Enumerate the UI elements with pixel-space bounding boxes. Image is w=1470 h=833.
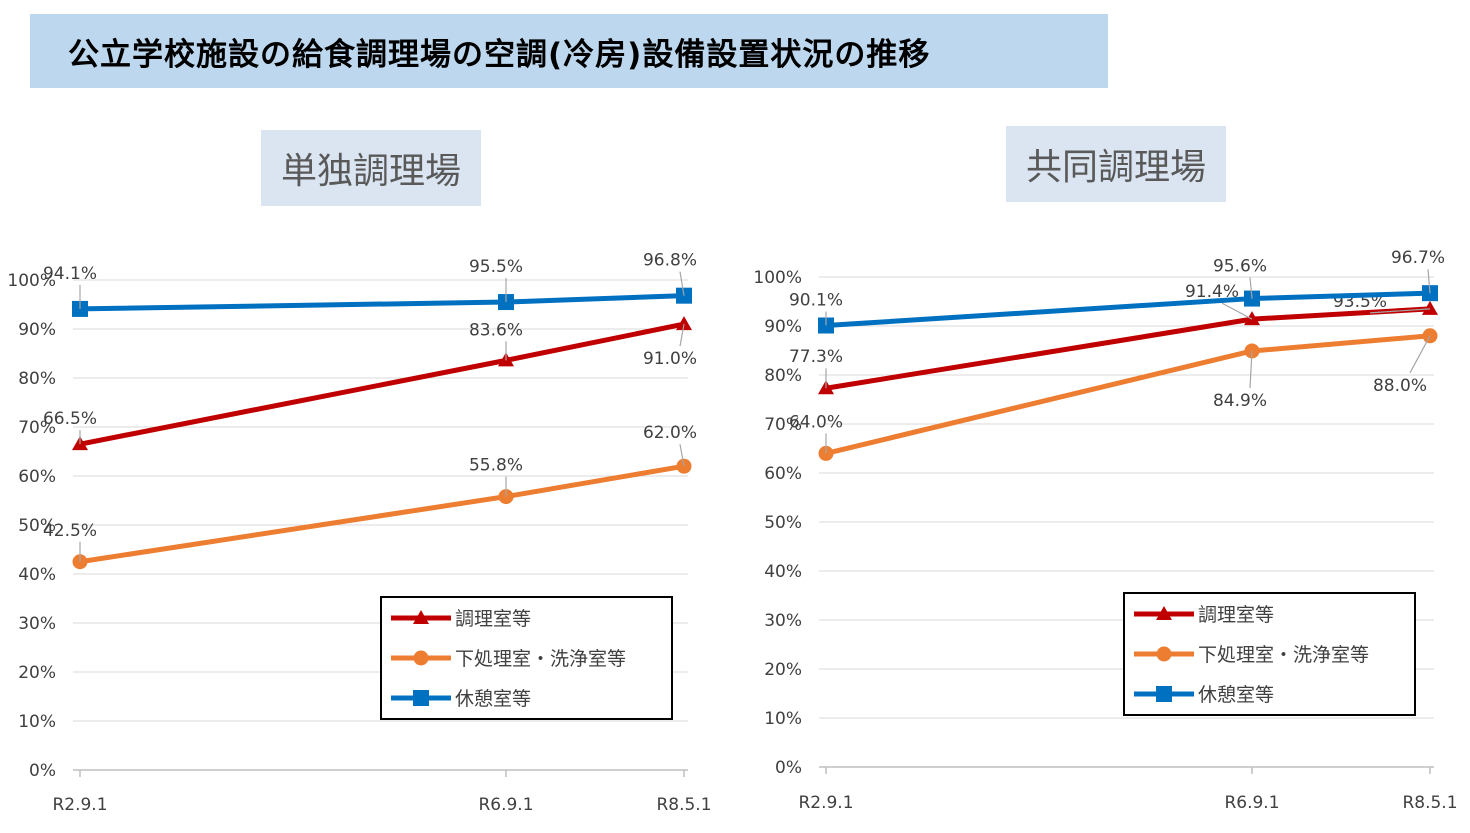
chart1-y-tick-label: 90%	[18, 320, 56, 340]
chart1-data-label: 42.5%	[43, 521, 97, 541]
chart2-leader-line	[1249, 350, 1253, 389]
chart1-legend-marker	[413, 610, 429, 624]
chart1-y-tick-label: 100%	[7, 271, 56, 291]
chart1-y-tick-label: 60%	[18, 467, 56, 487]
chart1-series-line-2	[79, 463, 685, 565]
chart1-x-tick-label: R2.9.1	[52, 795, 107, 815]
chart1-leader-line	[679, 323, 685, 347]
chart2-data-label: 64.0%	[789, 412, 843, 432]
chart1-data-label: 83.6%	[469, 320, 523, 340]
chart2-legend-marker	[1156, 646, 1172, 662]
chart-title-joint-kitchen: 共同調理場	[1006, 126, 1226, 202]
chart1-y-tick-label: 80%	[18, 369, 56, 389]
chart1-y-tick-label: 50%	[18, 516, 56, 536]
chart1-leader-line	[679, 444, 685, 467]
chart2-series-line-2	[825, 333, 1431, 456]
chart1-data-label: 95.5%	[469, 257, 523, 277]
chart2-y-tick-label: 20%	[764, 660, 802, 680]
chart1-legend-label: 休憩室等	[455, 688, 531, 710]
chart2-legend-marker	[1156, 686, 1172, 702]
chart2-legend-label: 下処理室・洗浄室等	[1198, 644, 1369, 666]
chart2-leader-line	[1249, 277, 1253, 299]
chart2-y-tick-label: 50%	[764, 513, 802, 533]
chart2-legend-label: 休憩室等	[1198, 684, 1274, 706]
chart1-leader-line	[679, 271, 685, 296]
chart1-legend-label: 調理室等	[455, 608, 531, 630]
chart1-legend-label: 下処理室・洗浄室等	[455, 648, 626, 670]
chart1-data-label: 96.8%	[643, 251, 697, 271]
chart1-x-tick-label: R8.5.1	[656, 795, 711, 815]
chart1-legend-marker	[413, 650, 429, 666]
chart1-data-label: 94.1%	[43, 264, 97, 284]
chart1-data-label: 91.0%	[643, 349, 697, 369]
chart2-leader-line	[1369, 308, 1431, 314]
chart1-legend-marker	[413, 690, 429, 706]
chart2-leader-line	[1221, 302, 1253, 320]
chart2-x-tick-label: R6.9.1	[1224, 793, 1279, 813]
chart2-data-label: 77.3%	[789, 347, 843, 367]
chart2-data-point	[1422, 300, 1438, 315]
chart1-series-line-3	[79, 293, 685, 312]
chart1-data-label: 55.8%	[469, 456, 523, 476]
chart2-leader-line	[1409, 335, 1431, 374]
chart2-data-point	[1244, 311, 1260, 326]
page-title: 公立学校施設の給食調理場の空調(冷房)設備設置状況の推移	[30, 14, 1108, 88]
chart2-y-tick-label: 0%	[775, 758, 802, 778]
chart2-leader-line	[1427, 269, 1431, 294]
chart1-data-label: 62.0%	[643, 423, 697, 443]
chart1-data-label: 66.5%	[43, 409, 97, 429]
chart2-data-label: 96.7%	[1391, 248, 1445, 268]
chart1-data-point	[676, 316, 692, 331]
chart2-y-tick-label: 80%	[764, 366, 802, 386]
chart2-data-label: 95.6%	[1213, 257, 1267, 277]
chart1-y-tick-label: 20%	[18, 663, 56, 683]
chart1-x-tick-label: R6.9.1	[478, 795, 533, 815]
chart2-data-label: 90.1%	[789, 291, 843, 311]
chart2-y-tick-label: 40%	[764, 562, 802, 582]
chart2-y-tick-label: 10%	[764, 709, 802, 729]
chart1-y-tick-label: 70%	[18, 418, 56, 438]
chart1-y-tick-label: 10%	[18, 712, 56, 732]
chart1-y-tick-label: 30%	[18, 614, 56, 634]
chart1-y-tick-label: 40%	[18, 565, 56, 585]
chart2-y-tick-label: 30%	[764, 611, 802, 631]
chart1-y-tick-label: 0%	[29, 761, 56, 781]
chart2-legend-marker	[1156, 606, 1172, 620]
chart2-data-label: 88.0%	[1373, 376, 1427, 396]
chart2-y-tick-label: 70%	[764, 415, 802, 435]
chart2-data-label: 91.4%	[1185, 282, 1239, 302]
chart2-x-tick-label: R8.5.1	[1402, 793, 1457, 813]
chart2-y-tick-label: 100%	[753, 268, 802, 288]
chart2-y-tick-label: 90%	[764, 317, 802, 337]
chart2-data-label: 84.9%	[1213, 391, 1267, 411]
chart2-x-tick-label: R2.9.1	[798, 793, 853, 813]
chart2-y-tick-label: 60%	[764, 464, 802, 484]
chart1-series-line-1	[79, 321, 685, 447]
chart-title-single-kitchen: 単独調理場	[261, 130, 481, 206]
chart2-legend-label: 調理室等	[1198, 604, 1274, 626]
